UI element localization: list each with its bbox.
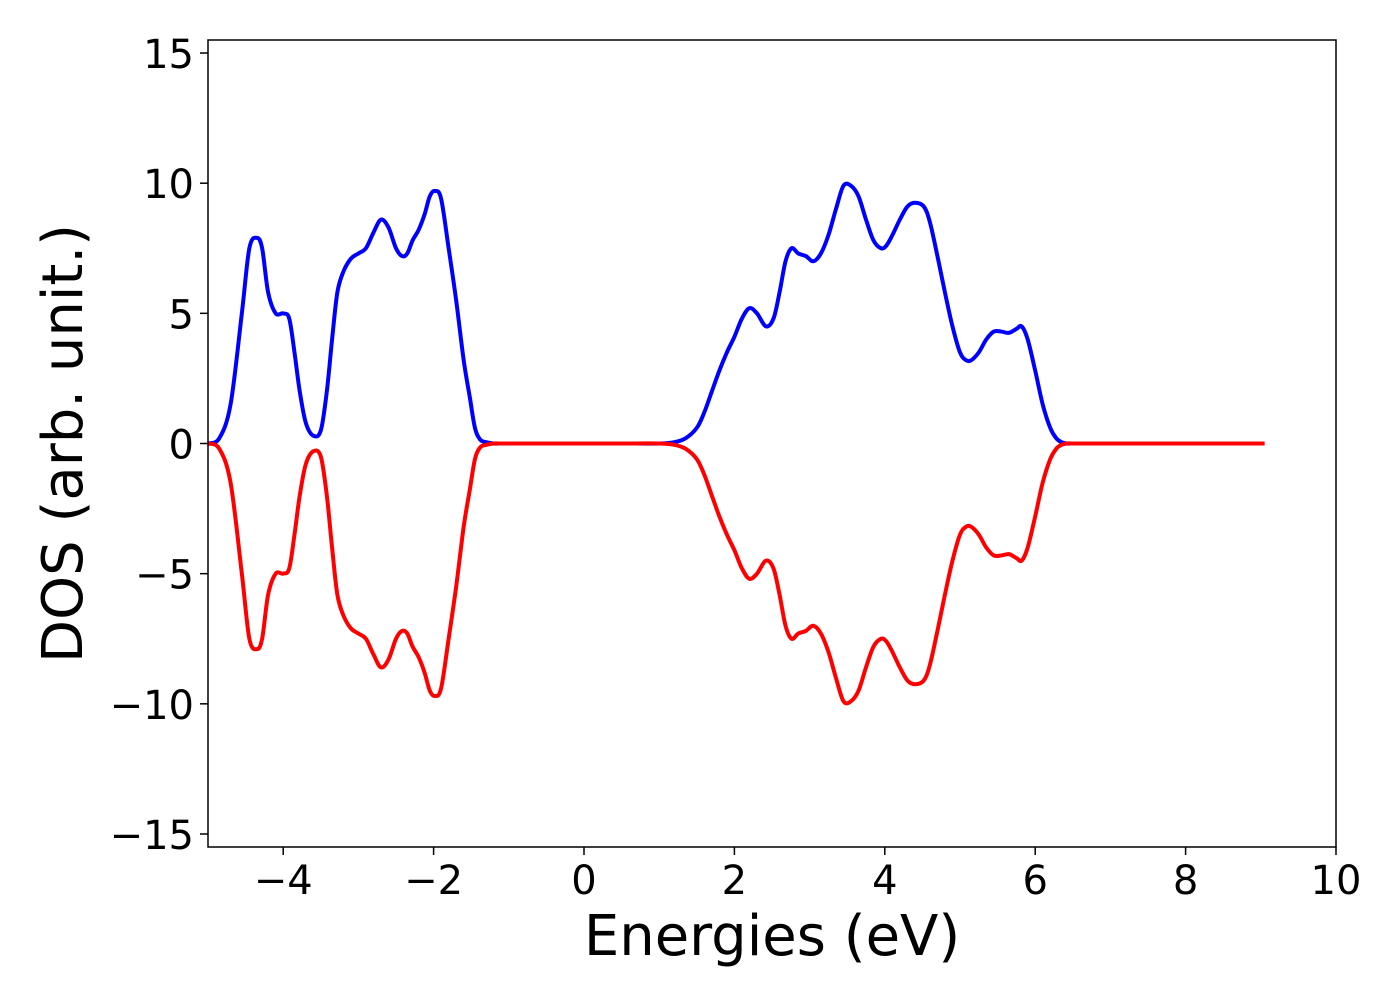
x-tick-label: 10 [1311,858,1362,904]
y-tick-label: 10 [143,162,194,208]
x-tick-label: −2 [404,858,463,904]
y-tick-label: −5 [135,553,194,599]
y-tick-label: 15 [143,32,194,78]
y-tick-label: 5 [169,292,194,338]
y-tick-label: −15 [110,813,194,859]
series-layer [207,181,1265,706]
y-tick-label: 0 [169,423,194,469]
x-tick-label: 8 [1173,858,1198,904]
x-axis-title: Energies (eV) [584,904,960,969]
series-line-blue [207,181,1265,446]
series-line-red [207,441,1265,706]
x-axis-ticks: −4 −2 0 2 4 6 8 10 [254,847,1362,904]
y-axis-title: DOS (arb. unit.) [31,224,96,663]
x-tick-label: −4 [254,858,313,904]
y-tick-label: −10 [110,683,194,729]
x-tick-label: 0 [571,858,596,904]
y-axis-ticks: −15 −10 −5 0 5 10 15 [110,32,208,859]
x-tick-label: 2 [722,858,747,904]
x-tick-label: 6 [1022,858,1047,904]
x-tick-label: 4 [872,858,897,904]
